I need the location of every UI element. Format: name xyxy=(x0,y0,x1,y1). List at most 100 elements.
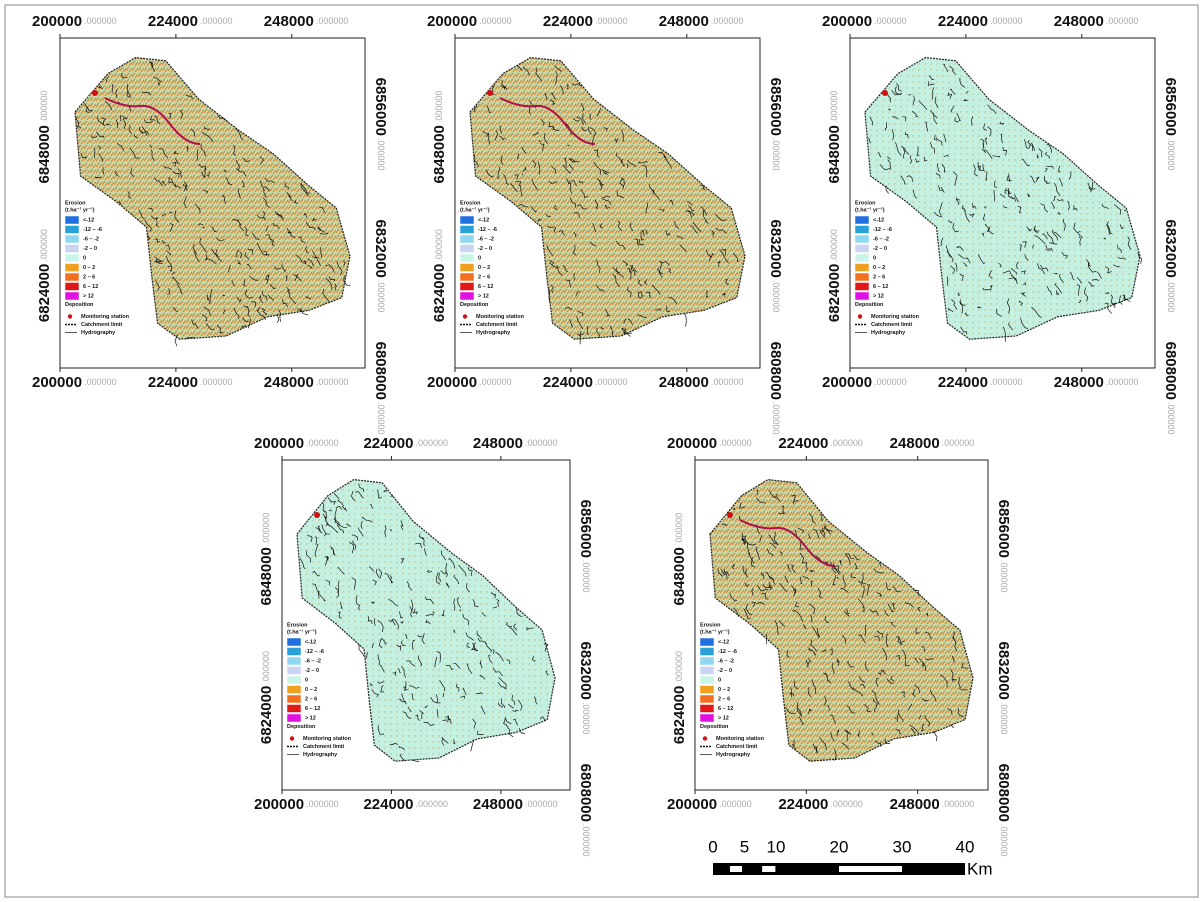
coordinate: 248000 xyxy=(1054,374,1104,391)
coordinate: 224000 xyxy=(543,374,593,391)
coordinate: 6824000 xyxy=(826,264,843,322)
legend-label: -2 – 0 xyxy=(718,668,732,674)
legend-label: -12 – -6 xyxy=(873,227,892,233)
legend-label: -2 – 0 xyxy=(478,246,492,252)
map-panel: 200000.000000200000.000000224000.0000002… xyxy=(32,13,389,435)
coordinate-suffix: .000000 xyxy=(942,438,975,448)
legend-label: > 12 xyxy=(305,715,316,721)
y-tick-label: 6808000 .000000 xyxy=(372,342,389,435)
coordinate-suffix: .000000 xyxy=(771,402,781,435)
legend-swatch xyxy=(286,666,302,675)
legend-swatch xyxy=(854,272,870,282)
coordinate-suffix: .000000 xyxy=(434,229,444,262)
legend-label: 2 – 6 xyxy=(718,696,730,702)
coordinate: 224000 xyxy=(363,435,413,452)
x-tick-label: 200000.000000 xyxy=(667,796,752,813)
legend-label: 0 xyxy=(83,255,86,261)
monitoring-station xyxy=(92,90,98,96)
legend-label: -2 – 0 xyxy=(873,246,887,252)
legend-label: > 12 xyxy=(83,293,94,299)
legend-title: Erosion xyxy=(855,200,876,206)
coordinate: 6824000 xyxy=(431,264,448,322)
legend-swatch xyxy=(854,253,870,263)
coordinate-suffix: .000000 xyxy=(261,651,271,684)
y-tick-label: 6824000 .000000 xyxy=(431,229,448,322)
legend-label: Hydrography xyxy=(81,330,116,336)
legend-label: 2 – 6 xyxy=(873,274,885,280)
scale-bar-gap xyxy=(762,866,776,872)
legend-label: 2 – 6 xyxy=(305,696,317,702)
catchment xyxy=(709,478,974,762)
coordinate: 6808000 xyxy=(767,342,784,400)
coordinate: 6832000 xyxy=(767,220,784,278)
coordinate-suffix: .000000 xyxy=(39,229,49,262)
legend-label: > 12 xyxy=(478,293,489,299)
y-tick-label: 6856000 .000000 xyxy=(1162,78,1179,171)
legend-swatch xyxy=(699,656,715,666)
coordinate: 6848000 xyxy=(431,125,448,183)
coordinate: 6832000 xyxy=(1162,220,1179,278)
coordinate-suffix: .000000 xyxy=(874,16,907,26)
legend-label: Catchment limit xyxy=(716,744,757,750)
x-tick-label: 248000.000000 xyxy=(659,13,744,30)
coordinate-suffix: .000000 xyxy=(84,16,117,26)
catchment xyxy=(864,56,1141,340)
map-panel: 200000.000000 200000.000000 224000 .000000 2… xyxy=(427,13,784,435)
legend-title: Erosion xyxy=(460,200,481,206)
coordinate-suffix: .000000 xyxy=(1106,377,1139,387)
coordinate-suffix: .000000 xyxy=(719,799,752,809)
legend-swatch xyxy=(286,656,302,666)
x-tick-label: 200000.000000 xyxy=(427,374,512,391)
legend-label: Hydrography xyxy=(303,752,338,758)
coordinate: 6832000 xyxy=(995,642,1012,700)
coordinate-suffix: .000000 xyxy=(829,91,839,124)
coordinate-suffix: .000000 xyxy=(376,402,386,435)
coordinate-suffix: .000000 xyxy=(200,16,233,26)
legend-label: 0 – 2 xyxy=(305,687,317,693)
y-tick-label: 6856000 .000000 xyxy=(577,500,594,593)
y-tick-label: 6832000 .000000 xyxy=(577,642,594,735)
coordinate: 6808000 xyxy=(995,764,1012,822)
legend-symbol xyxy=(462,314,468,319)
legend-swatch xyxy=(699,694,715,704)
coordinate: 224000 xyxy=(938,13,988,30)
coordinate-suffix: .000000 xyxy=(416,438,449,448)
x-tick-label: 224000.000000 xyxy=(148,374,233,391)
legend-title: Erosion xyxy=(700,622,721,628)
coordinate: 6848000 xyxy=(258,547,275,605)
legend-swatch xyxy=(459,225,475,234)
x-tick-label: 200000.000000 xyxy=(427,13,512,30)
x-tick-label: 200000.000000 xyxy=(32,374,117,391)
legend-label: 0 – 2 xyxy=(718,687,730,693)
coordinate: 200000 xyxy=(254,435,304,452)
legend-label: Catchment limit xyxy=(476,322,517,328)
legend-label: -6 – -2 xyxy=(478,236,494,242)
coordinate-suffix: .000000 xyxy=(999,702,1009,735)
legend-swatch xyxy=(699,713,715,723)
coordinate-suffix: .000000 xyxy=(1166,138,1176,171)
coordinate: 200000 xyxy=(667,435,717,452)
coordinate: 200000 xyxy=(254,796,304,813)
coordinate-suffix: .000000 xyxy=(771,138,781,171)
legend-label: 0 – 2 xyxy=(873,265,885,271)
legend-footer: Deposition xyxy=(855,302,884,308)
legend-label: 2 – 6 xyxy=(83,274,95,280)
hydrography xyxy=(299,483,549,762)
legend-unit: (t.ha⁻¹ yr⁻¹) xyxy=(855,206,885,213)
coordinate: 248000 xyxy=(264,374,314,391)
legend-unit: (t.ha⁻¹ yr⁻¹) xyxy=(65,206,95,213)
legend-swatch xyxy=(286,713,302,723)
legend-label: -2 – 0 xyxy=(305,668,319,674)
coordinate-suffix: .000000 xyxy=(306,799,339,809)
legend-swatch xyxy=(64,244,80,253)
legend-swatch xyxy=(854,234,870,244)
legend-swatch xyxy=(699,704,715,713)
scale-label: 0 xyxy=(708,837,717,856)
legend-label: -6 – -2 xyxy=(718,658,734,664)
coordinate: 224000 xyxy=(148,374,198,391)
monitoring-station xyxy=(727,512,733,518)
coordinate: 248000 xyxy=(473,435,523,452)
legend-swatch xyxy=(699,637,715,647)
monitoring-station xyxy=(314,512,320,518)
